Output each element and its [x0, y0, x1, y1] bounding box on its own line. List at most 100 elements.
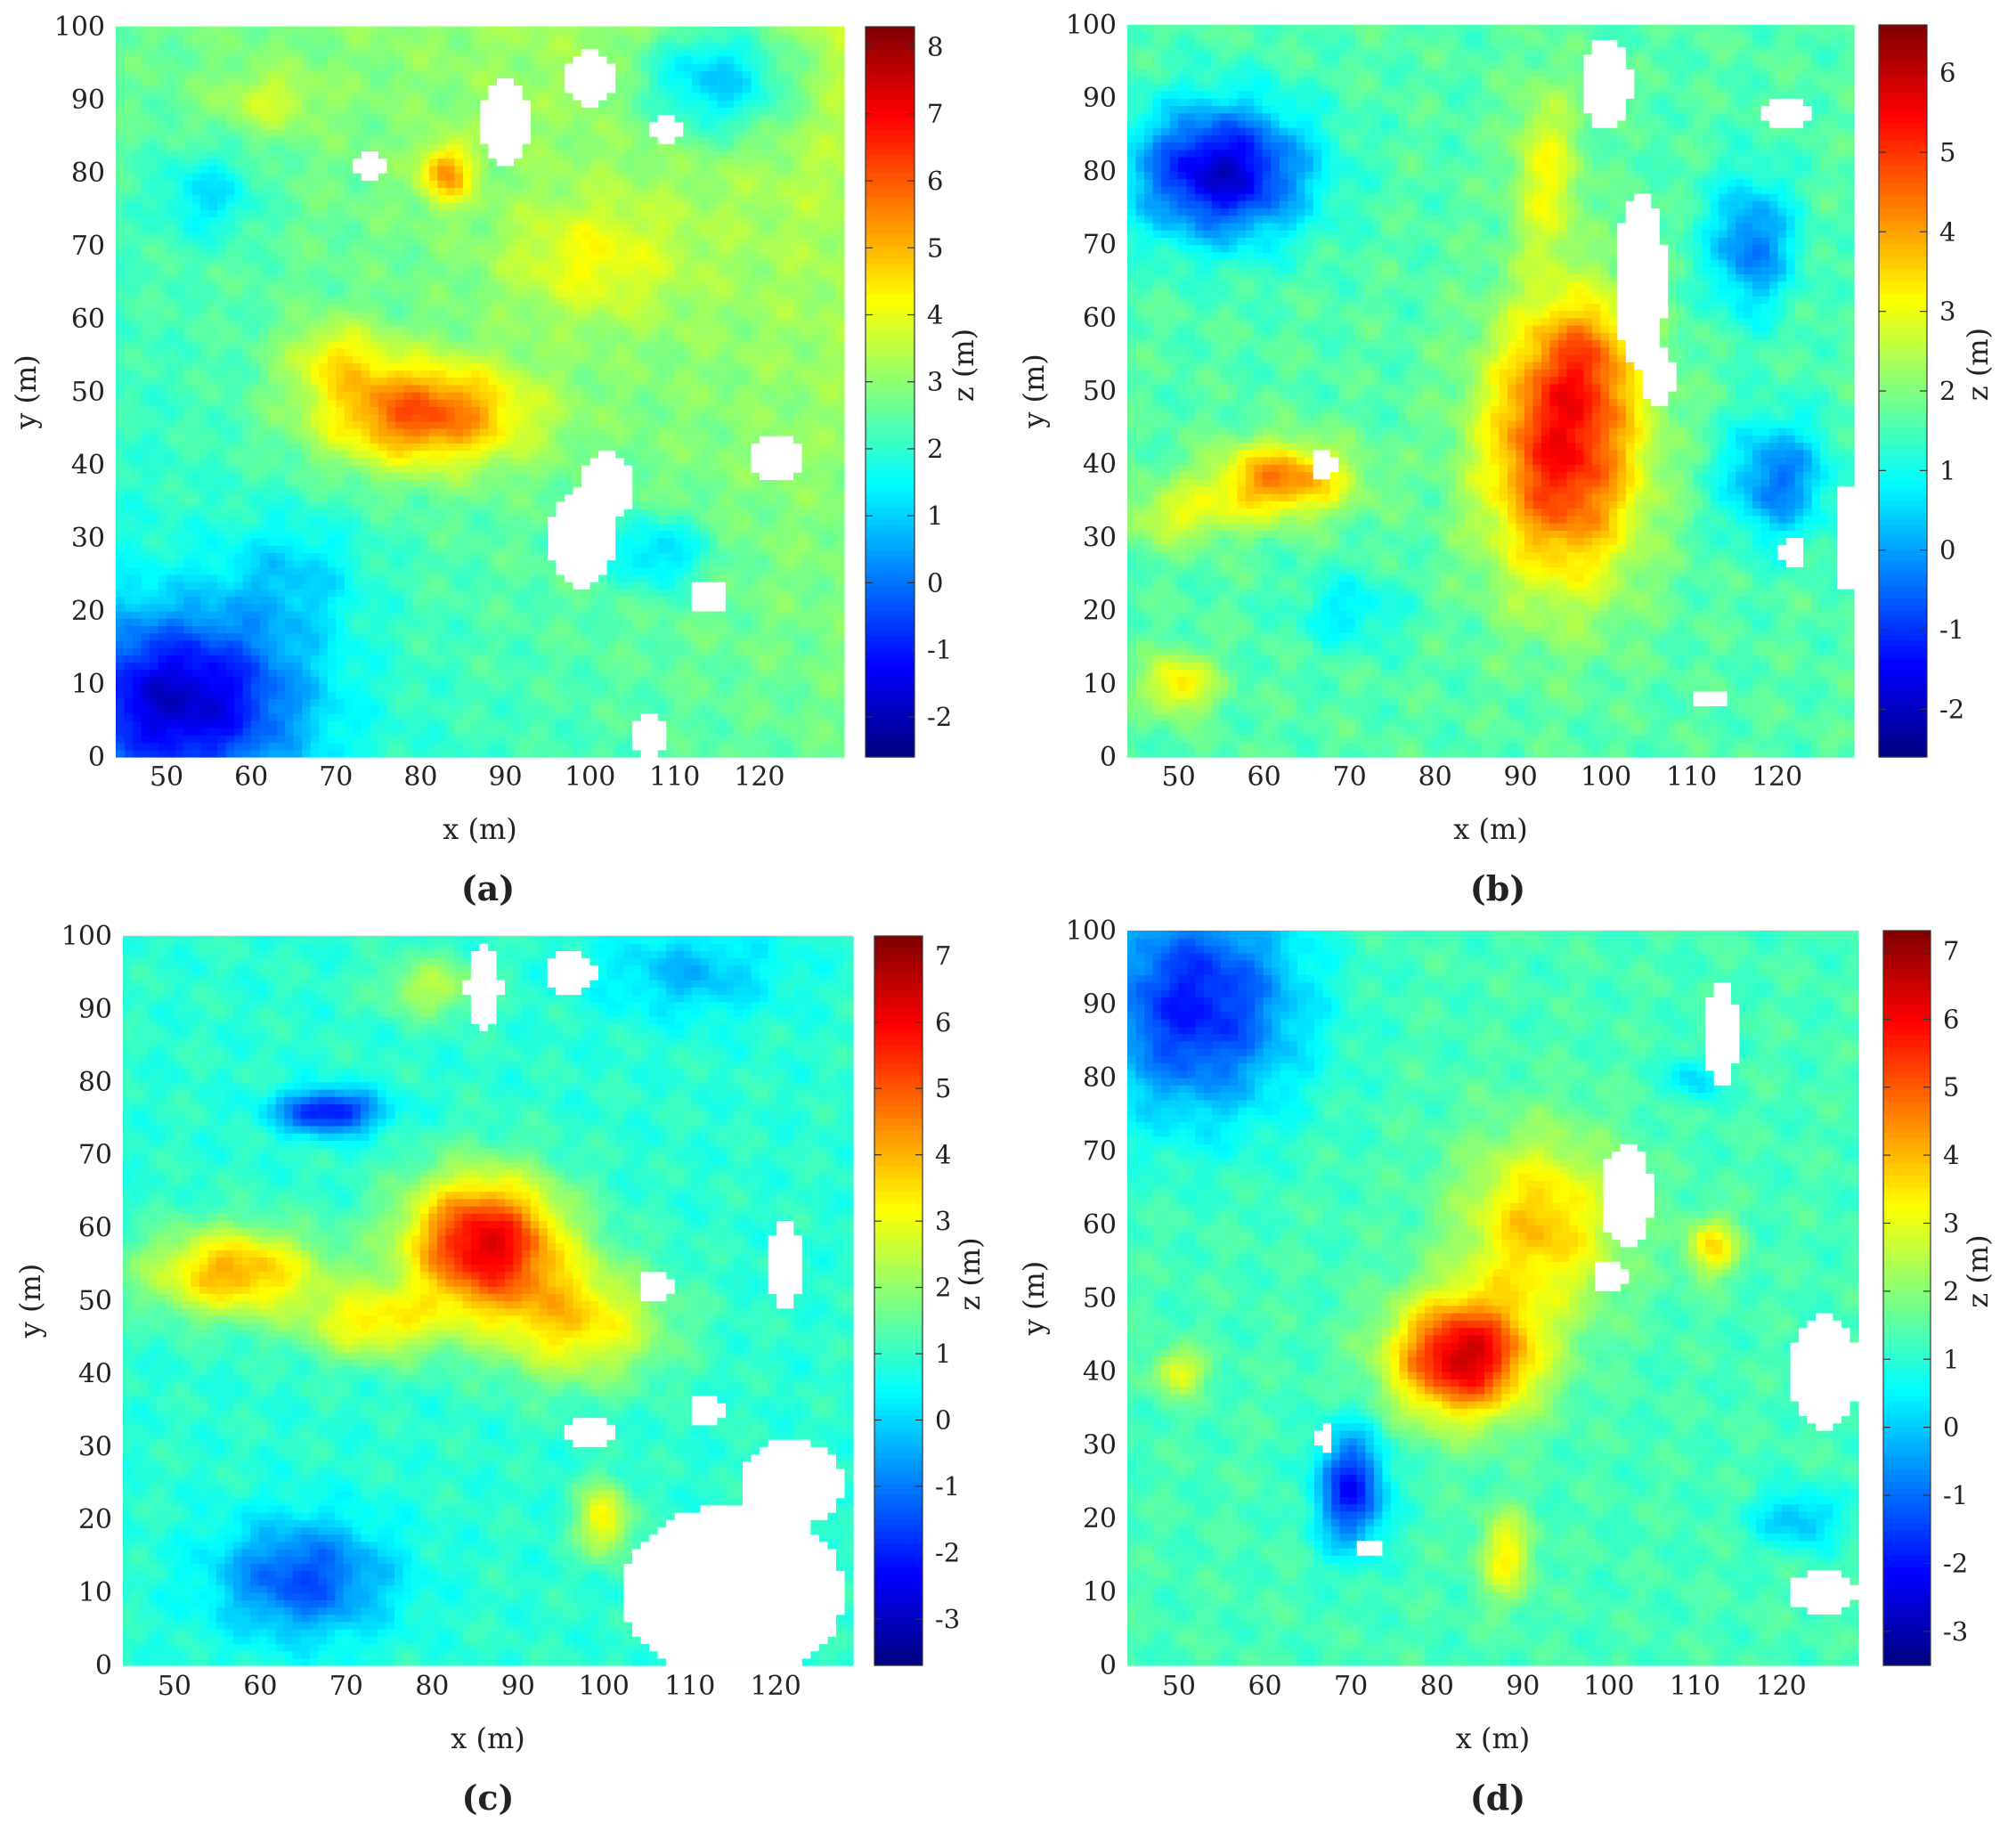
- heat-cell: [548, 611, 557, 619]
- heat-cell: [505, 596, 515, 605]
- heat-cell: [725, 493, 735, 502]
- heat-cell: [801, 509, 811, 517]
- heat-cell: [640, 538, 650, 546]
- heat-cell: [522, 596, 532, 605]
- heat-cell: [589, 443, 599, 452]
- heat-cell: [344, 523, 354, 532]
- heat-cell: [826, 596, 837, 605]
- heat-cell: [276, 501, 286, 509]
- heat-cell: [353, 340, 362, 349]
- heat-cell: [454, 749, 464, 758]
- heat-cell: [302, 545, 312, 553]
- heat-cell: [259, 420, 269, 429]
- heat-cell: [344, 493, 354, 502]
- void-cell: [606, 552, 616, 561]
- heat-cell: [420, 472, 430, 480]
- heat-cell: [725, 370, 735, 378]
- heat-cell: [175, 530, 184, 539]
- heat-cell: [666, 392, 676, 400]
- heat-cell: [403, 501, 413, 509]
- heat-cell: [725, 435, 735, 444]
- heat-cell: [150, 728, 159, 736]
- heat-cell: [471, 465, 481, 473]
- heat-cell: [225, 523, 235, 532]
- heat-cell: [276, 530, 286, 539]
- heat-cell: [234, 392, 244, 400]
- heat-cell: [158, 362, 167, 370]
- heat-cell: [124, 523, 134, 532]
- heat-cell: [531, 632, 541, 641]
- heat-cell: [208, 333, 218, 342]
- heat-cell: [488, 596, 498, 605]
- heat-cell: [378, 384, 387, 393]
- void-cell: [589, 509, 599, 517]
- heat-cell: [462, 603, 473, 612]
- heat-cell: [191, 705, 201, 714]
- heat-cell: [150, 406, 159, 415]
- heat-cell: [657, 698, 667, 707]
- heat-cell: [225, 728, 235, 736]
- heat-cell: [420, 406, 430, 415]
- heat-cell: [302, 443, 312, 452]
- heat-cell: [539, 377, 549, 386]
- heat-cell: [606, 705, 616, 714]
- heat-cell: [589, 406, 599, 415]
- heat-cell: [776, 530, 786, 539]
- heat-cell: [454, 684, 464, 692]
- heat-cell: [480, 472, 490, 480]
- heat-cell: [801, 552, 811, 561]
- heat-cell: [708, 450, 718, 459]
- heat-cell: [674, 728, 684, 736]
- heat-cell: [471, 655, 481, 663]
- heat-cell: [191, 625, 201, 634]
- heat-cell: [480, 618, 490, 626]
- heat-cell: [768, 632, 777, 641]
- heat-cell: [505, 742, 515, 751]
- heat-cell: [454, 493, 464, 502]
- heat-cell: [302, 479, 312, 488]
- heat-cell: [124, 669, 134, 678]
- heat-cell: [835, 472, 845, 480]
- heat-cell: [217, 574, 227, 582]
- heat-cell: [200, 589, 210, 598]
- heat-cell: [386, 472, 396, 480]
- heat-cell: [285, 509, 295, 517]
- heat-cell: [649, 340, 659, 349]
- heat-cell: [370, 538, 379, 546]
- heat-cell: [445, 465, 456, 473]
- heat-cell: [531, 712, 541, 721]
- heat-cell: [505, 662, 515, 671]
- heat-cell: [225, 545, 235, 553]
- heat-cell: [428, 428, 439, 436]
- heat-cell: [319, 647, 329, 655]
- void-cell: [598, 486, 608, 495]
- heat-cell: [776, 538, 786, 546]
- heat-cell: [141, 384, 150, 393]
- heat-cell: [801, 632, 811, 641]
- heat-cell: [717, 720, 727, 728]
- heat-cell: [623, 625, 633, 634]
- heat-cell: [809, 632, 820, 641]
- heat-cell: [801, 355, 811, 363]
- heat-cell: [717, 493, 727, 502]
- heat-cell: [666, 509, 676, 517]
- heat-cell: [175, 728, 184, 736]
- void-cell: [565, 538, 574, 546]
- heat-cell: [293, 589, 303, 598]
- heat-cell: [725, 712, 735, 721]
- heat-cell: [598, 377, 608, 386]
- heat-cell: [394, 698, 404, 707]
- heat-cell: [327, 493, 337, 502]
- heat-cell: [471, 676, 481, 685]
- heat-cell: [141, 691, 150, 699]
- heat-cell: [310, 413, 320, 422]
- heat-cell: [826, 406, 837, 415]
- heat-cell: [488, 676, 498, 685]
- heat-cell: [116, 603, 126, 612]
- heat-cell: [835, 566, 845, 575]
- heat-cell: [217, 603, 227, 612]
- heat-cell: [548, 428, 557, 436]
- heat-cell: [700, 509, 710, 517]
- heat-cell: [674, 523, 684, 532]
- heat-cell: [615, 618, 625, 626]
